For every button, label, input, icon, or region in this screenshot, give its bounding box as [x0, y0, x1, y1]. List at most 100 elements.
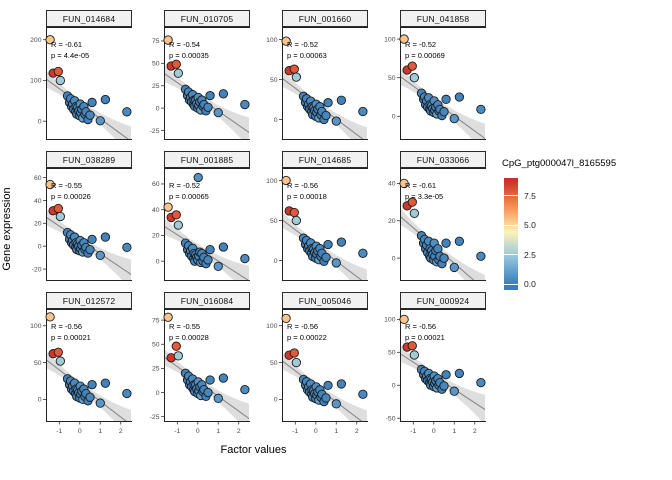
facet-strip-label: FUN_041858 [400, 10, 486, 27]
data-point [205, 244, 215, 255]
data-point [441, 238, 451, 248]
data-point [87, 97, 97, 108]
y-tick-label: 0 [274, 397, 278, 404]
y-tick-label: 20 [152, 233, 160, 240]
data-point [323, 239, 333, 250]
correlation-r-label: R = -0.61 [405, 181, 436, 190]
data-point [53, 203, 63, 214]
data-point [439, 381, 449, 391]
correlation-r-label: R = -0.52 [169, 181, 200, 190]
data-point [85, 244, 95, 255]
data-point [289, 348, 299, 358]
data-point [87, 380, 97, 390]
y-tick-label: 50 [388, 75, 396, 82]
legend-tick-label: 7.5 [524, 190, 536, 201]
facet-strip-label: FUN_005046 [282, 292, 368, 309]
facet-plot: 0 50 100 R = -0.52 p = 0.00063 [266, 27, 368, 140]
correlation-p-label: p = 0.00018 [287, 192, 327, 201]
legend-tick-label: 2.5 [524, 249, 536, 260]
correlation-r-label: R = -0.52 [405, 40, 436, 49]
data-point [218, 242, 229, 252]
data-point [289, 207, 299, 218]
x-tick-label: 2 [473, 428, 477, 435]
data-point [439, 107, 449, 117]
y-tick-label: 100 [266, 178, 278, 185]
data-point [163, 312, 173, 322]
data-point [100, 378, 111, 388]
x-tick-label: -1 [174, 428, 180, 435]
data-point [358, 389, 368, 399]
y-tick-label: 25 [152, 366, 160, 373]
y-tick-label: 100 [384, 36, 396, 43]
data-point [203, 102, 213, 112]
correlation-r-label: R = -0.61 [51, 40, 82, 49]
data-point [240, 99, 250, 110]
facet-plot: 0 50 100 -1 0 1 2 R = -0.56 p = 0.00022 [266, 309, 368, 435]
facet-grid: FUN_014684 0 100 200 R = -0.61 p = 4.4e-05 FUN… [20, 10, 487, 439]
correlation-r-label: R = -0.56 [287, 322, 318, 331]
data-point [399, 314, 409, 325]
data-point [205, 90, 215, 101]
confidence-ribbon [283, 212, 367, 280]
data-point [95, 398, 105, 408]
facet-strip-label: FUN_016084 [164, 292, 250, 309]
y-tick-label: 50 [34, 360, 42, 367]
data-point [213, 107, 223, 118]
y-tick-label: 20 [34, 221, 42, 228]
data-point [454, 236, 465, 246]
data-point [321, 110, 331, 121]
data-point [240, 253, 250, 264]
data-point [331, 258, 341, 268]
y-tick-label: 100 [384, 317, 396, 324]
correlation-p-label: p = 0.00022 [287, 333, 327, 342]
data-point [173, 68, 183, 78]
y-tick-label: 40 [388, 181, 396, 188]
facet-FUN_014685: FUN_014685 0 50 100 R = -0.56 p = 0.00018 [256, 151, 368, 282]
y-tick-label: 200 [30, 37, 42, 44]
color-legend: CpG_ptg000047l_8165595 7.5 5.0 2.5 0.0 [502, 158, 670, 298]
x-tick-label: 2 [355, 428, 359, 435]
x-tick-label: 0 [314, 428, 318, 435]
legend-colorbar [504, 178, 518, 290]
data-point [55, 356, 65, 366]
legend-tick-mark [504, 283, 518, 285]
data-point [441, 370, 451, 380]
y-tick-label: 75 [152, 38, 160, 45]
y-tick-label: 60 [152, 181, 160, 188]
legend-tick-mark [504, 195, 518, 197]
correlation-p-label: p = 3.3e-05 [405, 192, 443, 201]
correlation-r-label: R = -0.56 [405, 322, 436, 331]
data-point [205, 375, 215, 385]
facet-FUN_033066: FUN_033066 0 20 40 R = -0.61 p = 3.3e-05 [374, 151, 486, 282]
data-point [95, 116, 105, 126]
x-tick-label: 2 [119, 428, 123, 435]
data-point [218, 373, 229, 383]
y-tick-label: 0 [38, 244, 42, 251]
y-tick-label: 40 [34, 198, 42, 205]
y-tick-label: 0 [392, 255, 396, 262]
correlation-p-label: p = 0.00063 [287, 51, 327, 60]
y-tick-label: 75 [152, 317, 160, 324]
data-point [321, 252, 331, 262]
facet-plot: 0 50 100 -1 0 1 2 R = -0.56 p = 0.00021 [30, 309, 132, 435]
x-tick-label: 2 [237, 428, 241, 435]
y-tick-label: 100 [30, 323, 42, 330]
confidence-ribbon [165, 218, 249, 280]
facet-plot: -25 0 25 50 75 -1 0 1 2 R = -0.55 p = 0.00028 [150, 309, 250, 435]
correlation-p-label: p = 0.00021 [51, 333, 91, 342]
facet-FUN_016084: FUN_016084 -25 0 25 50 75 -1 0 1 2 R = -0.55 p = 0.… [138, 292, 250, 439]
facet-FUN_014684: FUN_014684 0 100 200 R = -0.61 p = 4.4e-05 [20, 10, 132, 141]
y-tick-label: 50 [388, 350, 396, 357]
data-point [213, 393, 223, 403]
correlation-r-label: R = -0.54 [169, 40, 200, 49]
x-tick-label: 1 [98, 428, 102, 435]
data-point [331, 116, 341, 126]
data-point [171, 341, 181, 351]
facet-plot: -20 0 20 40 60 R = -0.55 p = 0.00026 [32, 168, 132, 281]
data-point [454, 92, 465, 102]
x-tick-label: -1 [292, 428, 298, 435]
data-point [331, 399, 341, 409]
facet-plot: 0 50 100 R = -0.52 p = 0.00069 [384, 27, 486, 140]
data-point [85, 392, 95, 402]
correlation-p-label: p = 4.4e-05 [51, 51, 89, 60]
